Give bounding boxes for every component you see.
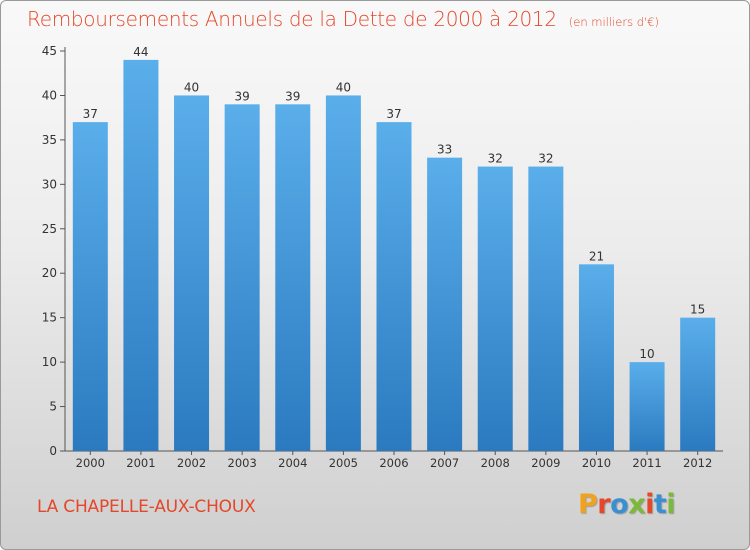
y-tick-label: 20 xyxy=(42,266,57,280)
bar xyxy=(376,122,412,451)
x-tick-label: 2001 xyxy=(126,456,155,470)
x-tick-label: 2006 xyxy=(379,456,408,470)
data-label: 40 xyxy=(184,80,199,94)
y-tick-label: 15 xyxy=(42,311,57,325)
logo-letter: P xyxy=(578,489,598,520)
logo-letter: i xyxy=(645,489,654,520)
data-label: 39 xyxy=(235,89,250,103)
x-tick-label: 2007 xyxy=(430,456,459,470)
data-label: 37 xyxy=(83,107,98,121)
x-tick-label: 2010 xyxy=(582,456,611,470)
bar xyxy=(275,104,311,451)
logo-letter: t xyxy=(653,489,667,520)
data-label: 37 xyxy=(386,107,401,121)
logo-letter: r xyxy=(597,489,611,520)
x-tick-label: 2002 xyxy=(177,456,206,470)
bar xyxy=(72,122,108,451)
data-label: 32 xyxy=(488,152,503,166)
x-tick-label: 2012 xyxy=(683,456,712,470)
x-tick-label: 2004 xyxy=(278,456,307,470)
y-tick-label: 30 xyxy=(42,177,57,191)
y-tick-label: 35 xyxy=(42,133,57,147)
chart-subtitle: (en milliers d'€) xyxy=(568,15,659,29)
x-tick-label: 2008 xyxy=(481,456,510,470)
bar xyxy=(629,362,665,451)
data-label: 40 xyxy=(336,80,351,94)
y-tick-label: 40 xyxy=(42,88,57,102)
data-label: 39 xyxy=(285,89,300,103)
bar xyxy=(528,166,564,452)
x-tick-label: 2011 xyxy=(632,456,661,470)
bar xyxy=(123,59,159,452)
x-tick-label: 2009 xyxy=(531,456,560,470)
chart-data-labels: 37 44 40 39 39 40 37 33 32 32 21 10 15 xyxy=(83,45,706,361)
logo-letter: i xyxy=(666,489,676,520)
chart-bars xyxy=(72,59,716,452)
x-tick-label: 2003 xyxy=(228,456,257,470)
x-tick-label: 2000 xyxy=(76,456,105,470)
data-label: 33 xyxy=(437,143,452,157)
data-label: 15 xyxy=(690,303,705,317)
y-tick-label: 0 xyxy=(49,444,57,458)
chart-title-main: Remboursements Annuels de la Dette de 20… xyxy=(27,7,557,31)
data-label: 10 xyxy=(639,347,654,361)
bar xyxy=(578,264,614,451)
bar xyxy=(477,166,513,452)
logo-letter: x xyxy=(628,489,646,520)
chart-axes: 0 5 10 15 20 25 30 35 40 45 2000 2001 2002 2003 2004 20… xyxy=(42,44,723,470)
bar xyxy=(174,95,210,451)
chart-title: Remboursements Annuels de la Dette de 20… xyxy=(27,7,659,31)
logo-letter: o xyxy=(610,489,629,520)
bar xyxy=(680,317,716,451)
y-tick-label: 25 xyxy=(42,222,57,236)
y-tick-label: 10 xyxy=(42,355,57,369)
data-label: 32 xyxy=(538,152,553,166)
proxiti-logo: Proxiti xyxy=(578,489,676,520)
data-label: 21 xyxy=(589,249,604,263)
data-label: 44 xyxy=(133,45,148,59)
y-tick-label: 5 xyxy=(49,400,57,414)
bar xyxy=(427,157,463,451)
commune-name: LA CHAPELLE-AUX-CHOUX xyxy=(37,497,256,517)
bar xyxy=(325,95,361,451)
bar xyxy=(224,104,260,451)
y-tick-label: 45 xyxy=(42,44,57,58)
x-tick-label: 2005 xyxy=(329,456,358,470)
